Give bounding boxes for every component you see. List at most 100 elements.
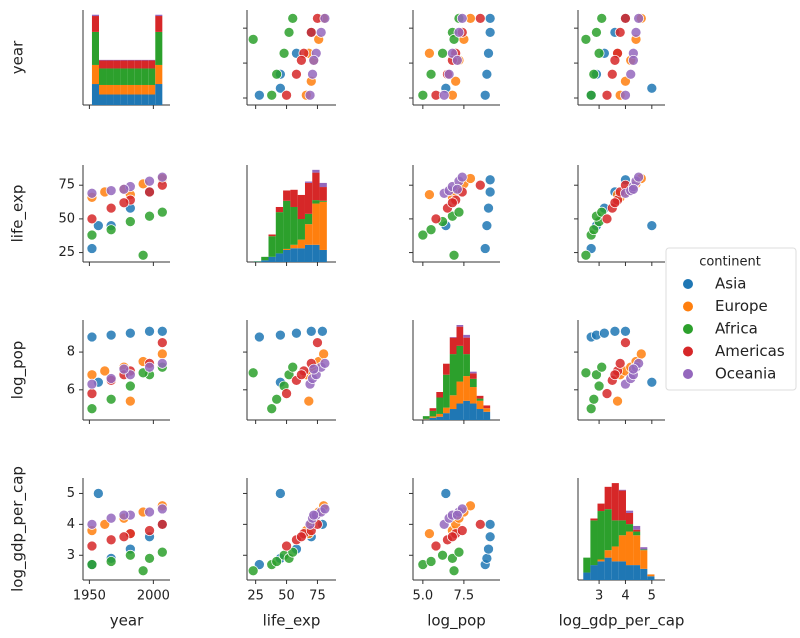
scatter-point [448, 249, 460, 261]
scatter-point [430, 540, 442, 552]
scatter-point [318, 348, 329, 360]
histogram-bar [127, 68, 135, 85]
x-tick-label: 75 [309, 589, 326, 604]
histogram-bar [463, 354, 470, 377]
scatter-point [614, 358, 626, 369]
histogram-bar [483, 405, 491, 409]
scatter-point [156, 519, 168, 530]
histogram-bar [647, 574, 655, 577]
histogram-bar [443, 374, 450, 408]
histogram-bar [618, 490, 626, 521]
histogram-bar [106, 84, 114, 95]
legend-box [665, 247, 797, 391]
scatter-point [307, 68, 318, 80]
scatter-point [596, 361, 608, 373]
scatter-point [474, 13, 486, 24]
histogram-bar [443, 407, 450, 414]
scatter-point [585, 89, 597, 101]
scatter-point [447, 197, 458, 209]
scatter-point [451, 183, 463, 195]
histogram-bar [141, 60, 149, 69]
histogram-bar [456, 325, 464, 327]
histogram-bar [604, 557, 612, 580]
legend-label: Asia [715, 275, 746, 293]
histogram-bar [611, 561, 619, 580]
histogram-bar [148, 84, 156, 95]
x-tick-label: 5.0 [413, 589, 434, 604]
scatter-point [447, 531, 458, 543]
scatter-point [483, 202, 494, 214]
scatter-point [474, 519, 486, 530]
scatter-point [319, 358, 331, 369]
legend-marker [683, 369, 693, 379]
x-tick-label: 50 [278, 589, 295, 604]
legend-title: continent [699, 255, 761, 270]
histogram-bar [141, 68, 149, 85]
histogram-bar [106, 60, 114, 69]
histogram-bar [268, 236, 276, 257]
scatter-point [609, 325, 621, 337]
histogram-bar [590, 520, 598, 566]
histogram-bar [98, 59, 107, 61]
histogram-bar [319, 249, 327, 262]
x-tick-label: 25 [247, 589, 264, 604]
scatter-point [481, 553, 493, 564]
scatter-point [312, 337, 323, 348]
scatter-point [144, 506, 155, 518]
histogram-bar [91, 84, 99, 105]
histogram-bar [127, 84, 135, 95]
x-tick-label: 1950 [73, 589, 106, 604]
scatter-point [450, 75, 462, 87]
scatter-point [620, 325, 631, 337]
histogram-bar [611, 520, 619, 547]
scatter-point [593, 47, 605, 59]
scatter-point [156, 171, 168, 183]
scatter-point [266, 403, 278, 415]
scatter-point [628, 54, 639, 66]
scatter-point [118, 531, 130, 543]
scatter-point [271, 556, 283, 567]
scatter-point [483, 543, 494, 555]
histogram-bar [604, 550, 612, 558]
histogram-bar [134, 59, 142, 61]
histogram-bar [155, 31, 163, 65]
scatter-point [105, 556, 117, 567]
histogram-bar [304, 181, 313, 183]
histogram-bar [98, 84, 107, 95]
scatter-point [86, 187, 98, 199]
histogram-bar [618, 489, 626, 491]
scatter-point [156, 206, 168, 218]
scatter-point [296, 54, 307, 66]
scatter-point [118, 183, 130, 195]
scatter-point [628, 183, 639, 195]
scatter-point [156, 337, 168, 348]
scatter-point [271, 393, 283, 405]
histogram-bar [436, 413, 444, 417]
histogram-bar [113, 59, 121, 61]
histogram-bar [134, 60, 142, 69]
scatter-point [124, 549, 136, 561]
histogram-bar [91, 14, 99, 17]
y-tick-label: 6 [67, 382, 75, 397]
histogram-bar [106, 68, 114, 85]
histogram-bar [633, 531, 641, 536]
scatter-point [443, 68, 455, 80]
scatter-point [447, 553, 458, 564]
histogram-bar [463, 334, 470, 338]
histogram-bar [304, 244, 313, 262]
scatter-point [620, 337, 631, 348]
scatter-point [105, 534, 117, 546]
histogram-bar [449, 337, 457, 355]
legend-marker [683, 324, 693, 334]
scatter-point [156, 348, 168, 360]
scatter-point [86, 559, 98, 570]
scatter-point [601, 388, 613, 399]
scatter-point [156, 503, 168, 515]
y-tick-label: 50 [58, 211, 75, 226]
scatter-point [308, 363, 320, 375]
histogram-bar [98, 68, 107, 85]
scatter-point [291, 68, 302, 80]
histogram-bar [625, 565, 634, 580]
histogram-bar [463, 400, 470, 420]
histogram-bar [449, 354, 457, 396]
